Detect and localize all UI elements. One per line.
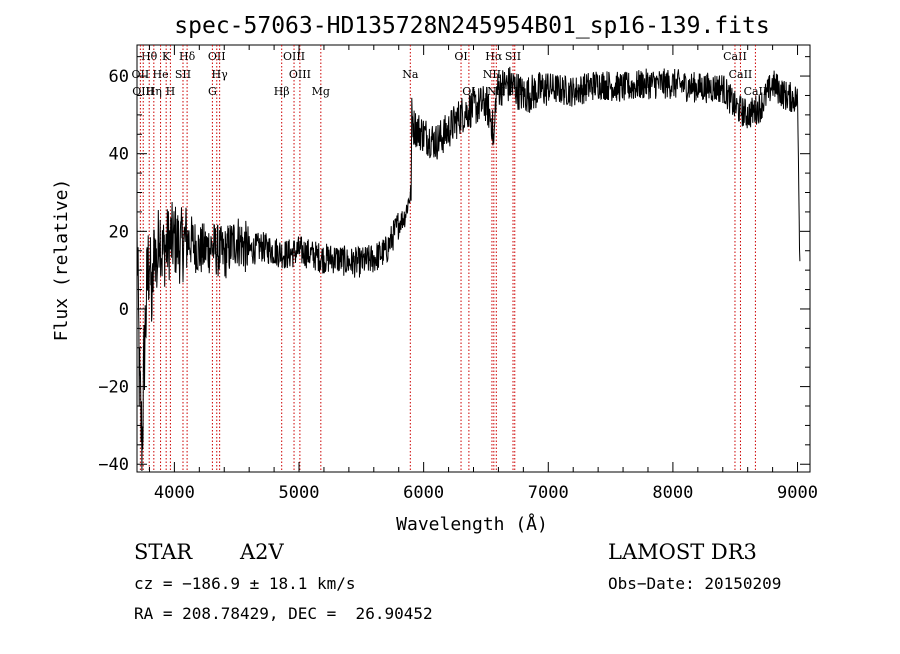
axis-ticks: 4000 5000 6000 7000 8000 9000 −40 −20 0 20 40 60 (98, 45, 818, 503)
line-label-9: OII (132, 68, 150, 81)
line-label-2: Hδ (179, 50, 196, 63)
redshift-text: cz = −186.9 ± 18.1 km/s (134, 574, 356, 593)
plot-frame (136, 44, 811, 473)
line-label-8: CaII (723, 50, 747, 63)
x-axis-label: Wavelength (Å) (396, 513, 548, 535)
y-tick-label-0: −40 (98, 455, 129, 475)
x-tick-label-4: 8000 (652, 483, 693, 503)
line-label-17: OIII (132, 85, 154, 98)
y-tick-label-4: 40 (109, 145, 129, 165)
line-label-16: CaII (729, 68, 753, 81)
line-label-13: OIII (289, 68, 311, 81)
spectrum-line (136, 66, 801, 472)
coordinates: RA = 208.78429, DEC = 26.90452 (134, 604, 433, 623)
x-tick-label-3: 7000 (528, 483, 569, 503)
spectral-subclass: A2V (240, 540, 284, 564)
line-label-3: OII (208, 50, 226, 63)
line-label-7: SII (505, 50, 521, 63)
line-label-12: Hγ (212, 68, 229, 81)
line-label-6: Hα (485, 50, 503, 63)
x-tick-label-1: 5000 (279, 483, 320, 503)
line-label-10: He (153, 68, 169, 81)
chart-title: spec-57063-HD135728N245954B01_sp16-139.f… (174, 13, 769, 39)
line-label-11: SII (175, 68, 191, 81)
line-label-5: OI (454, 50, 467, 63)
survey-name: LAMOST DR3 (608, 540, 757, 564)
line-label-20: G (208, 85, 217, 98)
y-tick-label-3: 20 (109, 222, 129, 242)
x-tick-label-2: 6000 (403, 483, 444, 503)
line-label-4: OIII (283, 50, 305, 63)
x-tick-label-0: 4000 (154, 483, 195, 503)
data-layer (136, 66, 801, 472)
y-tick-label-1: −20 (98, 378, 129, 398)
line-label-22: Mg (312, 85, 330, 98)
line-label-14: Na (402, 68, 419, 81)
spectral-class: STAR (134, 540, 193, 564)
line-label-1: K (162, 50, 171, 63)
line-label-19: H (166, 85, 176, 98)
x-tick-label-5: 9000 (777, 483, 818, 503)
y-tick-label-2: 0 (119, 300, 129, 320)
y-axis-label: Flux (relative) (51, 179, 72, 342)
line-label-18: Hη (146, 85, 162, 98)
line-label-21: Hβ (274, 85, 290, 98)
obs-date: Obs−Date: 20150209 (608, 574, 782, 593)
y-tick-label-5: 60 (109, 67, 129, 87)
